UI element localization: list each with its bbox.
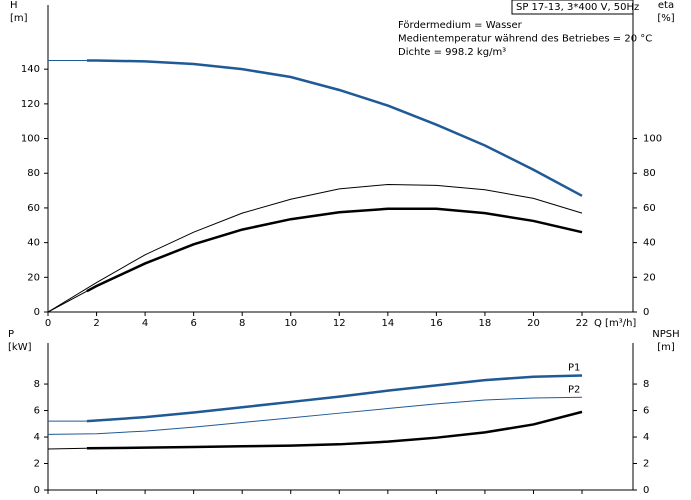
y-tick-label: 0 bbox=[34, 307, 40, 318]
x-tick-label: 20 bbox=[527, 318, 540, 329]
y2-tick-label: 2 bbox=[643, 459, 649, 470]
y-axis-unit: [m] bbox=[10, 13, 28, 24]
curve bbox=[86, 410, 583, 450]
x-tick-label: 14 bbox=[381, 318, 394, 329]
y-axis-label: H bbox=[10, 0, 18, 11]
annotation: Dichte = 998.2 kg/m³ bbox=[398, 47, 506, 58]
y-tick-label: 60 bbox=[27, 203, 40, 214]
chart-title: SP 17-13, 3*400 V, 50Hz bbox=[516, 2, 639, 13]
x-tick-label: 16 bbox=[430, 318, 443, 329]
x-tick-label: 8 bbox=[239, 318, 245, 329]
x-tick-label: 10 bbox=[284, 318, 297, 329]
x-tick-label: 22 bbox=[576, 318, 589, 329]
y-axis-unit: [kW] bbox=[8, 342, 32, 353]
y2-tick-label: 100 bbox=[643, 134, 662, 145]
x-tick-label: 6 bbox=[190, 318, 196, 329]
y-tick-label: 20 bbox=[27, 272, 40, 283]
y-tick-label: 40 bbox=[27, 238, 40, 249]
x-tick-label: 2 bbox=[93, 318, 99, 329]
x-axis-label: Q [m³/h] bbox=[594, 318, 636, 329]
y2-axis-unit: [m] bbox=[657, 342, 675, 353]
curve bbox=[47, 290, 88, 313]
y-tick-label: 8 bbox=[34, 379, 40, 390]
y-tick-label: 140 bbox=[21, 64, 40, 75]
curve bbox=[86, 207, 583, 293]
y-tick-label: 80 bbox=[27, 168, 40, 179]
y-tick-label: 0 bbox=[34, 485, 40, 496]
y2-tick-label: 80 bbox=[643, 168, 656, 179]
y-tick-label: 6 bbox=[34, 406, 40, 417]
x-tick-label: 18 bbox=[479, 318, 492, 329]
y2-tick-label: 0 bbox=[643, 307, 649, 318]
curve bbox=[86, 374, 583, 423]
y-tick-label: 4 bbox=[34, 432, 40, 443]
annotation: Medientemperatur während des Betriebes =… bbox=[398, 34, 652, 45]
y2-tick-label: 0 bbox=[643, 485, 649, 496]
curve bbox=[47, 396, 583, 435]
y2-tick-label: 8 bbox=[643, 379, 649, 390]
x-tick-label: 0 bbox=[45, 318, 51, 329]
y2-axis-label: NPSH bbox=[652, 329, 679, 340]
y-tick-label: 120 bbox=[21, 99, 40, 110]
y-tick-label: 100 bbox=[21, 134, 40, 145]
y2-tick-label: 40 bbox=[643, 238, 656, 249]
y2-tick-label: 60 bbox=[643, 203, 656, 214]
x-tick-label: 12 bbox=[333, 318, 346, 329]
y2-axis-unit: [%] bbox=[657, 13, 674, 24]
curve bbox=[86, 59, 583, 197]
legend-label: P1 bbox=[568, 362, 580, 373]
y2-tick-label: 6 bbox=[643, 406, 649, 417]
y-axis-label: P bbox=[8, 329, 14, 340]
y2-tick-label: 20 bbox=[643, 272, 656, 283]
y2-axis-label: eta bbox=[658, 0, 674, 11]
x-tick-label: 4 bbox=[142, 318, 148, 329]
legend-label: P2 bbox=[568, 384, 580, 395]
y-tick-label: 2 bbox=[34, 459, 40, 470]
y2-tick-label: 4 bbox=[643, 432, 649, 443]
curve bbox=[47, 447, 87, 450]
annotation: Fördermedium = Wasser bbox=[398, 20, 523, 31]
curve bbox=[47, 184, 583, 313]
